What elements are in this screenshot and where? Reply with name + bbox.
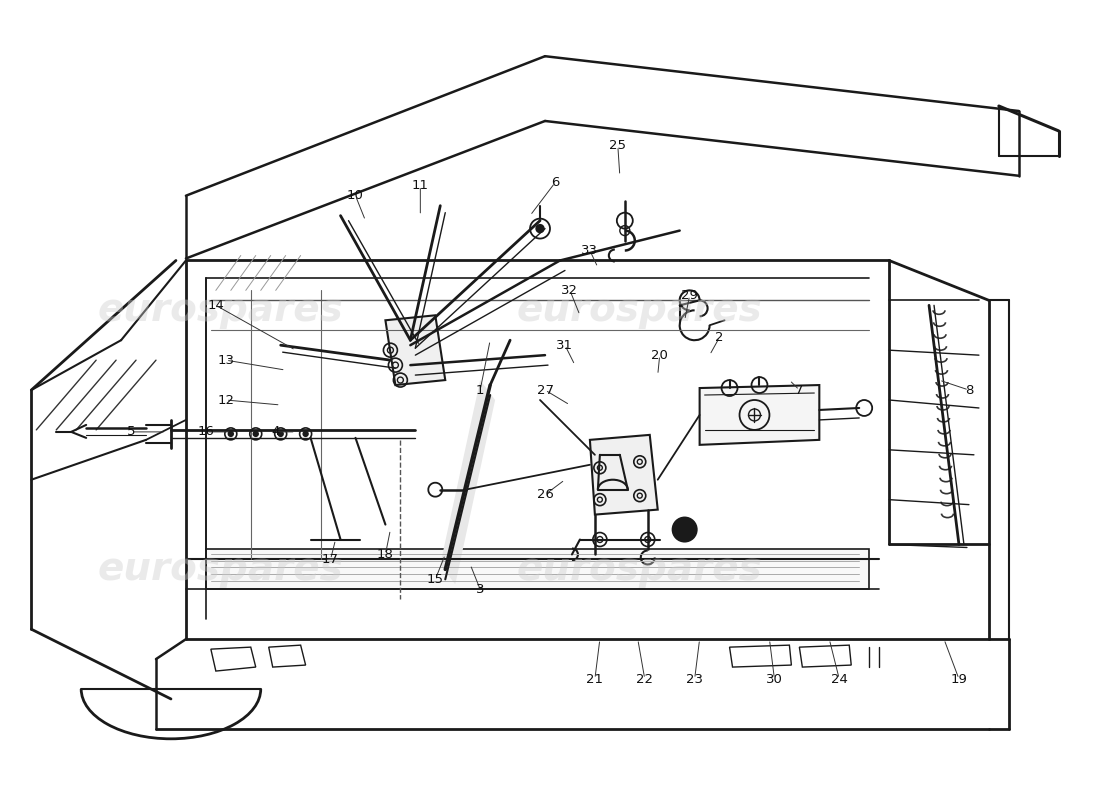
Circle shape (229, 431, 233, 436)
Text: 4: 4 (272, 426, 279, 438)
Polygon shape (440, 380, 495, 584)
Text: 11: 11 (411, 179, 429, 192)
Text: 25: 25 (609, 139, 626, 152)
Text: 24: 24 (830, 673, 848, 686)
Circle shape (536, 225, 544, 233)
Text: 15: 15 (427, 573, 443, 586)
Text: 10: 10 (348, 190, 364, 202)
Polygon shape (206, 550, 869, 590)
Text: 22: 22 (636, 673, 653, 686)
Polygon shape (385, 315, 446, 385)
Circle shape (253, 431, 258, 436)
Circle shape (680, 525, 690, 534)
Text: 1: 1 (476, 383, 484, 397)
Text: 2: 2 (715, 330, 724, 344)
Text: 30: 30 (766, 673, 783, 686)
Text: eurospares: eurospares (517, 291, 762, 330)
Text: 12: 12 (218, 394, 234, 406)
Text: 6: 6 (551, 176, 559, 190)
Text: 21: 21 (586, 673, 604, 686)
Text: 20: 20 (651, 349, 668, 362)
Text: 3: 3 (476, 583, 484, 596)
Text: 26: 26 (537, 488, 553, 501)
Text: 14: 14 (208, 299, 224, 312)
Circle shape (278, 431, 283, 436)
Text: 7: 7 (795, 383, 804, 397)
Circle shape (673, 518, 696, 542)
Circle shape (304, 431, 308, 436)
Text: 8: 8 (965, 383, 974, 397)
Text: 18: 18 (377, 548, 394, 561)
Polygon shape (700, 385, 820, 445)
Text: 31: 31 (557, 338, 573, 352)
Text: 17: 17 (322, 553, 339, 566)
Text: 29: 29 (681, 289, 698, 302)
Text: 13: 13 (218, 354, 234, 366)
Text: 32: 32 (561, 284, 579, 297)
Text: 19: 19 (950, 673, 967, 686)
Text: 27: 27 (537, 383, 553, 397)
Text: 5: 5 (126, 426, 135, 438)
Polygon shape (590, 435, 658, 514)
Text: eurospares: eurospares (517, 550, 762, 589)
Text: eurospares: eurospares (98, 291, 343, 330)
Text: eurospares: eurospares (98, 550, 343, 589)
Text: 16: 16 (197, 426, 215, 438)
Text: 33: 33 (582, 244, 598, 257)
Text: 23: 23 (686, 673, 703, 686)
